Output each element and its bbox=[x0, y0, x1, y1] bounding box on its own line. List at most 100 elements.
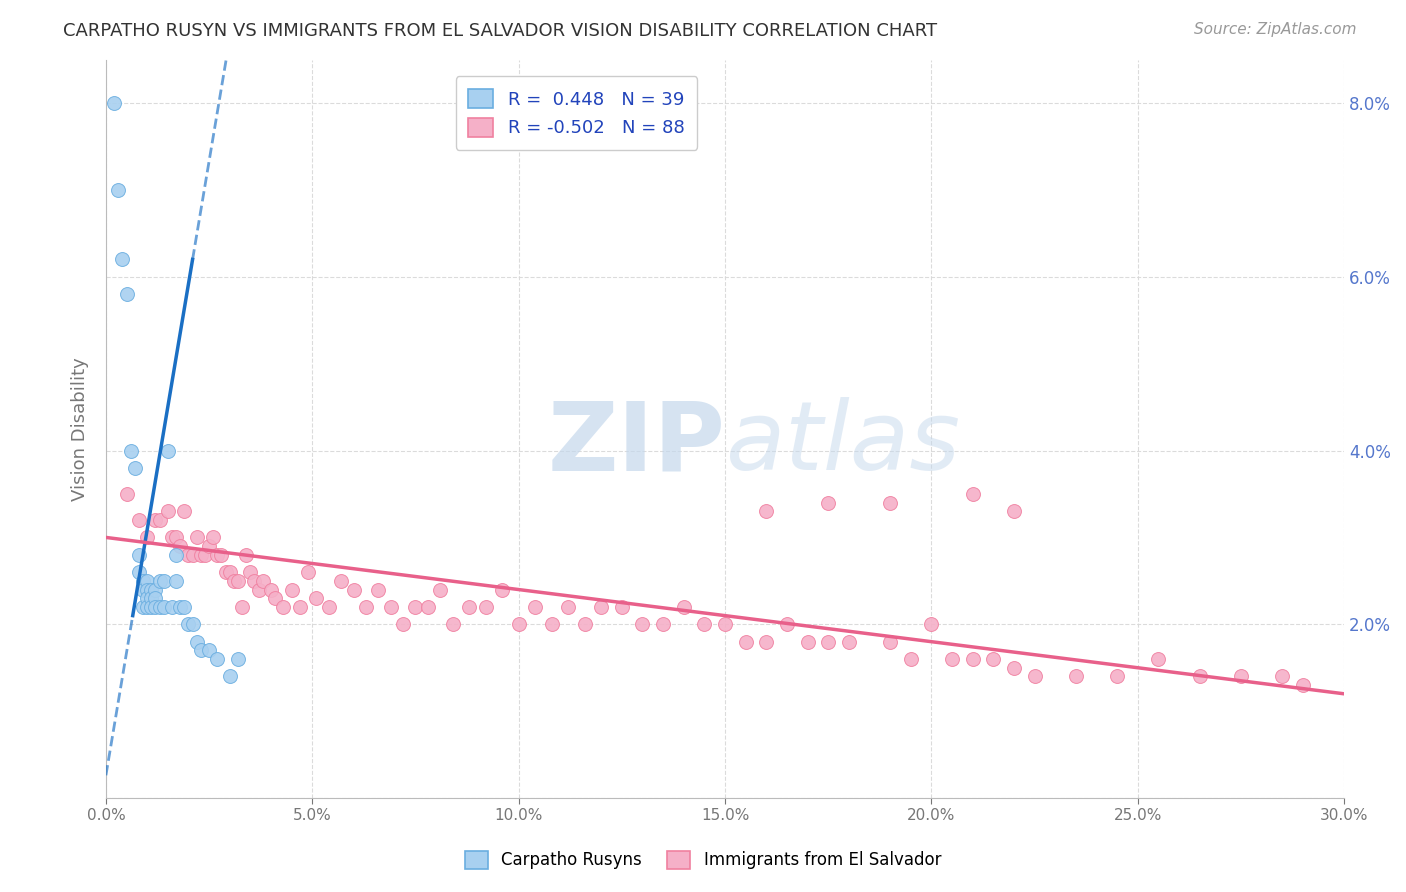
Point bbox=[136, 582, 159, 597]
Point bbox=[920, 617, 942, 632]
Text: atlas: atlas bbox=[725, 397, 960, 490]
Point bbox=[441, 617, 464, 632]
Point bbox=[226, 574, 249, 588]
Point bbox=[156, 443, 179, 458]
Point bbox=[280, 582, 302, 597]
Point bbox=[962, 652, 984, 666]
Point bbox=[367, 582, 389, 597]
Point bbox=[198, 539, 221, 553]
Point bbox=[474, 599, 496, 614]
Point bbox=[540, 617, 562, 632]
Point bbox=[693, 617, 716, 632]
Point bbox=[796, 634, 818, 648]
Point bbox=[111, 252, 134, 267]
Point bbox=[103, 96, 125, 111]
Point bbox=[260, 582, 283, 597]
Point bbox=[186, 634, 208, 648]
Point bbox=[128, 565, 150, 579]
Point bbox=[128, 548, 150, 562]
Point bbox=[755, 504, 778, 518]
Point bbox=[190, 548, 212, 562]
Point bbox=[416, 599, 439, 614]
Point bbox=[879, 496, 901, 510]
Point bbox=[218, 565, 240, 579]
Point bbox=[120, 443, 142, 458]
Point bbox=[247, 582, 270, 597]
Point bbox=[115, 287, 138, 301]
Point bbox=[141, 599, 163, 614]
Point bbox=[145, 599, 167, 614]
Point bbox=[169, 539, 191, 553]
Point bbox=[124, 461, 146, 475]
Point bbox=[186, 530, 208, 544]
Point bbox=[631, 617, 654, 632]
Point bbox=[524, 599, 547, 614]
Point bbox=[148, 574, 170, 588]
Point bbox=[152, 599, 174, 614]
Point bbox=[115, 487, 138, 501]
Point bbox=[177, 548, 200, 562]
Point bbox=[190, 643, 212, 657]
Point bbox=[941, 652, 963, 666]
Point bbox=[173, 504, 195, 518]
Point bbox=[297, 565, 319, 579]
Point bbox=[211, 548, 233, 562]
Point bbox=[1064, 669, 1087, 683]
Point bbox=[392, 617, 415, 632]
Point bbox=[152, 574, 174, 588]
Point bbox=[981, 652, 1004, 666]
Point bbox=[136, 599, 159, 614]
Point bbox=[136, 591, 159, 606]
Point bbox=[1292, 678, 1315, 692]
Point bbox=[900, 652, 922, 666]
Point bbox=[734, 634, 756, 648]
Point bbox=[380, 599, 402, 614]
Point bbox=[194, 548, 217, 562]
Point bbox=[318, 599, 340, 614]
Point bbox=[404, 599, 426, 614]
Point bbox=[132, 582, 155, 597]
Point bbox=[1107, 669, 1129, 683]
Point bbox=[714, 617, 737, 632]
Point bbox=[755, 634, 778, 648]
Point bbox=[181, 617, 204, 632]
Point bbox=[226, 652, 249, 666]
Point bbox=[458, 599, 481, 614]
Point bbox=[1024, 669, 1046, 683]
Y-axis label: Vision Disability: Vision Disability bbox=[72, 357, 89, 500]
Point bbox=[235, 548, 257, 562]
Point bbox=[181, 548, 204, 562]
Point bbox=[218, 669, 240, 683]
Point bbox=[305, 591, 328, 606]
Point bbox=[817, 634, 839, 648]
Point bbox=[610, 599, 633, 614]
Point bbox=[145, 513, 167, 527]
Point bbox=[214, 565, 236, 579]
Point bbox=[288, 599, 311, 614]
Point bbox=[132, 599, 155, 614]
Point bbox=[136, 530, 159, 544]
Text: ZIP: ZIP bbox=[547, 397, 725, 490]
Legend: R =  0.448   N = 39, R = -0.502   N = 88: R = 0.448 N = 39, R = -0.502 N = 88 bbox=[456, 76, 697, 150]
Point bbox=[879, 634, 901, 648]
Point bbox=[222, 574, 245, 588]
Point bbox=[231, 599, 253, 614]
Point bbox=[1002, 504, 1025, 518]
Legend: Carpatho Rusyns, Immigrants from El Salvador: Carpatho Rusyns, Immigrants from El Salv… bbox=[454, 840, 952, 880]
Point bbox=[574, 617, 596, 632]
Point bbox=[962, 487, 984, 501]
Point bbox=[165, 530, 187, 544]
Point bbox=[239, 565, 262, 579]
Point bbox=[177, 617, 200, 632]
Point bbox=[491, 582, 513, 597]
Text: CARPATHO RUSYN VS IMMIGRANTS FROM EL SALVADOR VISION DISABILITY CORRELATION CHAR: CARPATHO RUSYN VS IMMIGRANTS FROM EL SAL… bbox=[63, 22, 938, 40]
Point bbox=[141, 591, 163, 606]
Point bbox=[1188, 669, 1211, 683]
Point bbox=[173, 599, 195, 614]
Point bbox=[207, 652, 229, 666]
Point bbox=[243, 574, 266, 588]
Point bbox=[165, 574, 187, 588]
Point bbox=[165, 548, 187, 562]
Point bbox=[429, 582, 451, 597]
Point bbox=[198, 643, 221, 657]
